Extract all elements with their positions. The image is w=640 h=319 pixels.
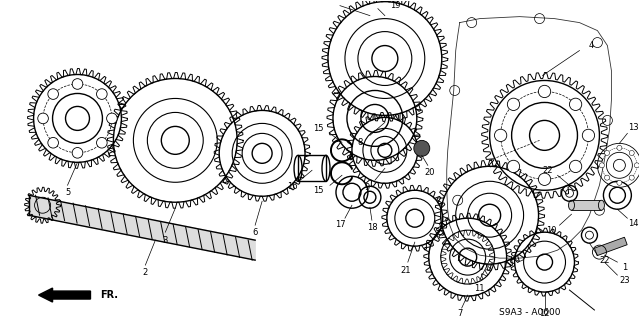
Circle shape: [617, 180, 622, 185]
Text: 6: 6: [252, 228, 258, 237]
Text: 3: 3: [163, 236, 168, 245]
Text: 9: 9: [364, 183, 369, 192]
Text: 4: 4: [589, 41, 594, 50]
Circle shape: [38, 113, 49, 124]
Text: S9A3 - A0600: S9A3 - A0600: [499, 308, 561, 316]
Text: 11: 11: [474, 284, 485, 293]
Circle shape: [48, 89, 58, 100]
Bar: [572, 200, 602, 210]
Text: 18: 18: [367, 223, 378, 232]
Text: 14: 14: [628, 219, 639, 228]
Circle shape: [538, 173, 550, 185]
Text: 21: 21: [401, 266, 411, 275]
Circle shape: [582, 129, 595, 142]
Text: FR.: FR.: [100, 290, 118, 300]
Text: 22: 22: [599, 256, 610, 265]
Circle shape: [634, 163, 639, 168]
Text: 2: 2: [143, 268, 148, 277]
Circle shape: [605, 151, 609, 155]
Text: 7: 7: [457, 308, 463, 317]
Circle shape: [495, 129, 507, 142]
Circle shape: [629, 151, 634, 155]
Circle shape: [107, 113, 117, 124]
Circle shape: [72, 79, 83, 89]
Circle shape: [414, 140, 430, 156]
Circle shape: [629, 175, 634, 180]
Circle shape: [508, 160, 520, 173]
Circle shape: [72, 147, 83, 158]
FancyArrow shape: [38, 288, 90, 302]
Circle shape: [97, 89, 107, 100]
Ellipse shape: [568, 200, 575, 210]
Polygon shape: [29, 195, 255, 260]
Circle shape: [617, 145, 622, 150]
Circle shape: [605, 175, 609, 180]
Text: 23: 23: [619, 276, 630, 285]
Bar: [595, 237, 627, 256]
Text: 12: 12: [540, 308, 550, 317]
Text: 15: 15: [313, 186, 323, 195]
Circle shape: [570, 160, 582, 173]
Bar: [298, 155, 326, 181]
Circle shape: [48, 137, 58, 148]
Text: 5: 5: [65, 188, 70, 197]
Text: 10: 10: [547, 226, 557, 235]
Text: 13: 13: [628, 123, 639, 132]
Circle shape: [600, 163, 604, 168]
Circle shape: [538, 85, 550, 98]
Text: 22: 22: [542, 166, 553, 175]
Circle shape: [508, 98, 520, 110]
Circle shape: [570, 98, 582, 110]
Ellipse shape: [598, 200, 604, 210]
Text: 20: 20: [424, 168, 435, 177]
Circle shape: [97, 137, 107, 148]
Text: 16: 16: [287, 182, 298, 191]
Text: 15: 15: [313, 124, 323, 133]
Text: 17: 17: [335, 220, 345, 229]
Text: 1: 1: [621, 263, 627, 271]
Text: 19: 19: [390, 1, 400, 10]
Text: 8: 8: [357, 138, 363, 147]
